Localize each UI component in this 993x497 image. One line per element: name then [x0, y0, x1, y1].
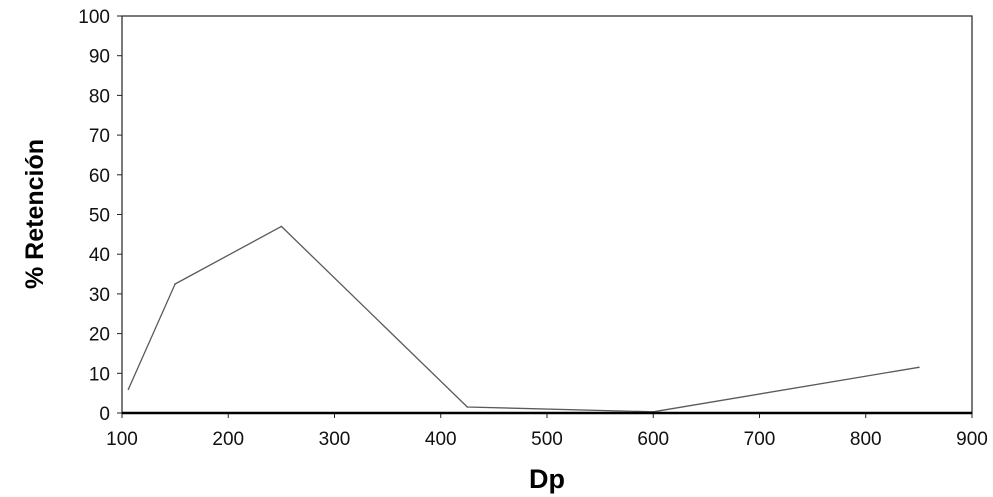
plot-area: [121, 15, 973, 414]
x-axis-title: Dp: [529, 464, 565, 494]
x-tick-label: 500: [531, 429, 563, 450]
data-point: [918, 366, 920, 369]
y-tick-label: 100: [78, 7, 110, 28]
y-tick-label: 70: [89, 126, 110, 147]
x-tick-label: 900: [956, 429, 988, 450]
data-point: [174, 283, 176, 285]
y-tick-label: 0: [99, 404, 110, 425]
y-axis-ticks: 0 10 20 30 40 50 60 70 80 90 100: [78, 7, 122, 425]
y-tick-label: 30: [89, 285, 110, 306]
data-point: [280, 225, 283, 228]
x-axis-ticks: 100 200 300 400 500 600 700 800 900: [106, 413, 988, 450]
y-tick-label: 50: [89, 206, 110, 227]
x-tick-label: 300: [319, 429, 351, 450]
data-point: [466, 406, 469, 408]
y-tick-label: 40: [89, 245, 110, 266]
x-tick-label: 600: [637, 429, 669, 450]
x-tick-label: 200: [212, 429, 244, 450]
y-tick-label: 10: [89, 364, 110, 385]
data-point: [127, 388, 130, 390]
x-tick-label: 700: [744, 429, 776, 450]
series-line: [127, 225, 920, 413]
y-tick-label: 90: [89, 47, 110, 68]
y-tick-label: 80: [89, 86, 110, 107]
y-axis-title: % Retención: [21, 139, 49, 289]
x-tick-label: 800: [850, 429, 882, 450]
y-tick-label: 60: [89, 166, 110, 187]
x-tick-label: 400: [425, 429, 457, 450]
x-tick-label: 100: [106, 429, 138, 450]
y-tick-label: 20: [89, 325, 110, 346]
